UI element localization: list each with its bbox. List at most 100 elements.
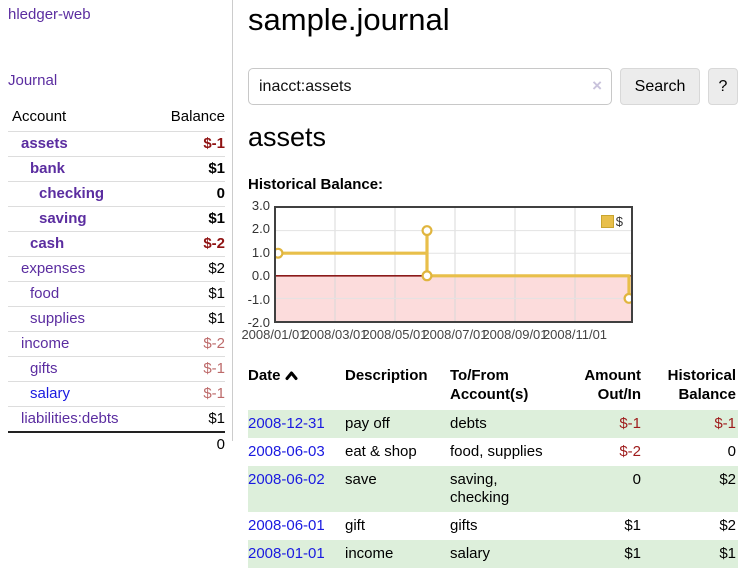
clear-search-icon[interactable]: × bbox=[592, 76, 602, 95]
account-link-assets[interactable]: assets bbox=[21, 135, 68, 152]
transaction-balance: $2 bbox=[719, 517, 736, 534]
account-link-checking[interactable]: checking bbox=[39, 185, 105, 202]
account-link-liabilities-debts[interactable]: liabilities:debts bbox=[21, 410, 119, 427]
x-tick: 2008/11/01 bbox=[542, 327, 608, 342]
transactions-table: Date Description To/From Account(s) Amou… bbox=[248, 364, 738, 568]
account-row: saving $1 bbox=[8, 206, 225, 231]
balance-column-header: Balance bbox=[170, 108, 225, 125]
transaction-amount: $-2 bbox=[619, 443, 641, 460]
section-title: assets bbox=[248, 122, 327, 152]
transaction-date-link[interactable]: 2008-12-31 bbox=[248, 415, 325, 432]
account-row: liabilities:debts $1 bbox=[8, 406, 225, 431]
transaction-balance: 0 bbox=[727, 443, 736, 460]
search-input[interactable] bbox=[248, 68, 612, 105]
transaction-date-link[interactable]: 2008-06-02 bbox=[248, 471, 325, 488]
account-row: checking 0 bbox=[8, 181, 225, 206]
accounts-total-row: 0 bbox=[8, 431, 225, 457]
transaction-balance: $-1 bbox=[643, 410, 738, 438]
transaction-date-link[interactable]: 2008-06-03 bbox=[248, 443, 325, 460]
page-title: sample.journal bbox=[248, 2, 450, 37]
account-balance: $-2 bbox=[203, 235, 225, 252]
account-row: cash $-2 bbox=[8, 231, 225, 256]
account-row: income $-2 bbox=[8, 331, 225, 356]
account-balance: $-2 bbox=[203, 335, 225, 352]
search-box: × bbox=[248, 68, 612, 105]
accounts-table-header: Account Balance bbox=[8, 104, 225, 131]
transaction-amount: $-1 bbox=[558, 410, 643, 438]
date-header-label: Date bbox=[248, 367, 281, 384]
transaction-account: salary bbox=[450, 540, 558, 568]
account-balance: $1 bbox=[208, 285, 225, 302]
description-column-header: Description bbox=[345, 367, 428, 384]
transaction-row: 2008-06-02 save saving, checking 0 $2 bbox=[248, 466, 738, 512]
account-row: gifts $-1 bbox=[8, 356, 225, 381]
transaction-balance: $2 bbox=[643, 466, 738, 512]
help-button[interactable]: ? bbox=[708, 68, 738, 105]
transaction-amount: $1 bbox=[624, 517, 641, 534]
account-column-header: Account bbox=[12, 108, 67, 125]
sidebar-item-journal[interactable]: Journal bbox=[8, 72, 58, 89]
transaction-date-link[interactable]: 2008-06-01 bbox=[248, 517, 325, 534]
accounts-total-value: 0 bbox=[216, 436, 225, 453]
legend-label: $ bbox=[615, 214, 623, 229]
transaction-amount: 0 bbox=[558, 466, 643, 512]
account-balance: $-1 bbox=[203, 385, 225, 402]
transaction-description: gift bbox=[345, 517, 366, 534]
account-balance: $-1 bbox=[203, 135, 225, 152]
x-tick: 2008/01/01 bbox=[241, 327, 307, 342]
account-balance: $1 bbox=[208, 210, 225, 227]
account-balance: $1 bbox=[208, 310, 225, 327]
accounts-table: Account Balance assets $-1 bank $1 check… bbox=[8, 104, 225, 457]
x-tick: 2008/07/01 bbox=[422, 327, 488, 342]
account-balance: $1 bbox=[208, 160, 225, 177]
account-row: supplies $1 bbox=[8, 306, 225, 331]
account-balance: $2 bbox=[208, 260, 225, 277]
transaction-description: pay off bbox=[345, 410, 450, 438]
date-column-header[interactable]: Date bbox=[248, 364, 345, 410]
account-link-expenses[interactable]: expenses bbox=[21, 260, 86, 277]
transaction-date-link[interactable]: 2008-01-01 bbox=[248, 545, 325, 562]
account-link-gifts[interactable]: gifts bbox=[30, 360, 58, 377]
account-link-food[interactable]: food bbox=[30, 285, 60, 302]
amount-column-header: Amount Out/In bbox=[584, 367, 641, 403]
account-link-salary[interactable]: salary bbox=[30, 385, 71, 402]
chart-svg bbox=[276, 208, 631, 321]
sidebar: hledger-web Journal Account Balance asse… bbox=[0, 0, 233, 453]
account-balance: $1 bbox=[208, 410, 225, 427]
transaction-account: food, supplies bbox=[450, 443, 543, 460]
account-row: food $1 bbox=[8, 281, 225, 306]
account-column-header: To/From Account(s) bbox=[450, 367, 529, 403]
chart-legend: $ bbox=[600, 214, 623, 229]
account-row: assets $-1 bbox=[8, 131, 225, 156]
account-link-supplies[interactable]: supplies bbox=[30, 310, 86, 327]
transaction-description: save bbox=[345, 466, 450, 512]
transaction-row: 2008-01-01 income salary $1 $1 bbox=[248, 540, 738, 568]
y-tick: -1.0 bbox=[247, 292, 270, 307]
transaction-row: 2008-06-03 eat & shop food, supplies $-2… bbox=[248, 438, 738, 466]
y-tick: 2.0 bbox=[251, 221, 270, 236]
plot-area: $ bbox=[274, 206, 633, 323]
y-tick: 1.0 bbox=[251, 245, 270, 260]
transaction-description: income bbox=[345, 540, 450, 568]
search-form: × Search ? bbox=[248, 68, 738, 105]
transaction-row: 2008-06-01 gift gifts $1 $2 bbox=[248, 512, 738, 540]
account-link-cash[interactable]: cash bbox=[30, 235, 65, 252]
y-tick: -2.0 bbox=[247, 315, 270, 330]
account-link-income[interactable]: income bbox=[21, 335, 70, 352]
balance-column-header: Historical Balance bbox=[667, 367, 736, 403]
x-tick: 2008/09/01 bbox=[482, 327, 548, 342]
transaction-balance: $1 bbox=[643, 540, 738, 568]
account-row: expenses $2 bbox=[8, 256, 225, 281]
search-button[interactable]: Search bbox=[620, 68, 700, 105]
account-link-bank[interactable]: bank bbox=[30, 160, 66, 177]
brand-link[interactable]: hledger-web bbox=[8, 6, 91, 23]
sort-ascending-icon bbox=[285, 367, 298, 386]
transactions-header-row: Date Description To/From Account(s) Amou… bbox=[248, 364, 738, 410]
x-tick: 2008/03/01 bbox=[302, 327, 368, 342]
account-row: salary $-1 bbox=[8, 381, 225, 406]
account-link-saving[interactable]: saving bbox=[39, 210, 87, 227]
transaction-account: debts bbox=[450, 410, 558, 438]
transaction-row: 2008-12-31 pay off debts $-1 $-1 bbox=[248, 410, 738, 438]
transaction-account: saving, checking bbox=[450, 466, 558, 512]
chart-title: Historical Balance: bbox=[248, 176, 384, 193]
